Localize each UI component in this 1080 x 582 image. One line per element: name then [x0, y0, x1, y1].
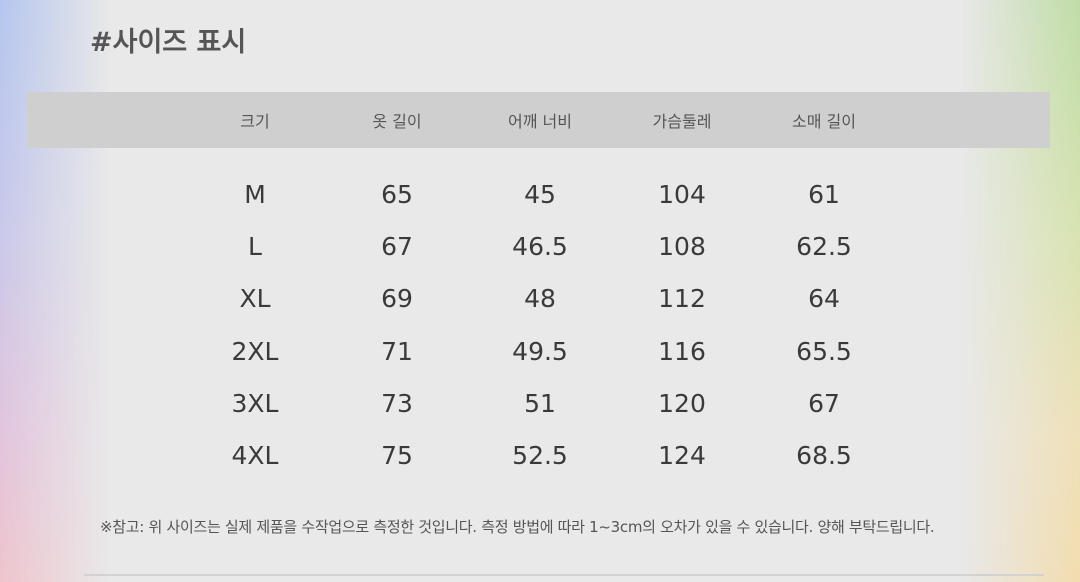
- size-label: L: [248, 232, 262, 261]
- measurement-cell: 73: [381, 389, 413, 418]
- size-label: XL: [239, 284, 271, 313]
- table-row: 2XL 71 49.5 116 65.5: [0, 337, 1080, 377]
- column-header: 크기: [240, 112, 270, 131]
- measurement-cell: 49.5: [512, 337, 568, 366]
- size-label: 3XL: [231, 389, 279, 418]
- measurement-cell: 64: [808, 284, 840, 313]
- column-header: 소매 길이: [792, 112, 856, 131]
- column-header: 옷 길이: [372, 112, 422, 131]
- size-label: 2XL: [231, 337, 279, 366]
- table-row: L 67 46.5 108 62.5: [0, 232, 1080, 272]
- measurement-cell: 52.5: [512, 441, 568, 470]
- divider: [84, 574, 1044, 576]
- page-title: #사이즈 표시: [90, 27, 247, 58]
- measurement-cell: 112: [658, 284, 706, 313]
- measurement-cell: 108: [658, 232, 706, 261]
- measurement-cell: 67: [381, 232, 413, 261]
- measurement-cell: 65: [381, 180, 413, 209]
- measurement-cell: 62.5: [796, 232, 852, 261]
- table-row: M 65 45 104 61: [0, 180, 1080, 220]
- size-label: M: [244, 180, 266, 209]
- measurement-cell: 120: [658, 389, 706, 418]
- size-label: 4XL: [231, 441, 279, 470]
- measurement-cell: 69: [381, 284, 413, 313]
- measurement-cell: 45: [524, 180, 556, 209]
- measurement-cell: 68.5: [796, 441, 852, 470]
- measurement-cell: 75: [381, 441, 413, 470]
- column-header: 가슴둘레: [652, 112, 712, 131]
- measurement-cell: 67: [808, 389, 840, 418]
- measurement-cell: 48: [524, 284, 556, 313]
- measurement-cell: 116: [658, 337, 706, 366]
- table-row: 4XL 75 52.5 124 68.5: [0, 441, 1080, 481]
- measurement-cell: 46.5: [512, 232, 568, 261]
- table-row: 3XL 73 51 120 67: [0, 389, 1080, 429]
- measurement-note: ※참고: 위 사이즈는 실제 제품을 수작업으로 측정한 것입니다. 측정 방법…: [100, 518, 935, 536]
- measurement-cell: 124: [658, 441, 706, 470]
- measurement-cell: 65.5: [796, 337, 852, 366]
- measurement-cell: 71: [381, 337, 413, 366]
- column-header: 어깨 너비: [508, 112, 572, 131]
- measurement-cell: 51: [524, 389, 556, 418]
- measurement-cell: 61: [808, 180, 840, 209]
- table-header: 크기 옷 길이 어깨 너비 가슴둘레 소매 길이: [27, 92, 1050, 148]
- measurement-cell: 104: [658, 180, 706, 209]
- table-row: XL 69 48 112 64: [0, 284, 1080, 324]
